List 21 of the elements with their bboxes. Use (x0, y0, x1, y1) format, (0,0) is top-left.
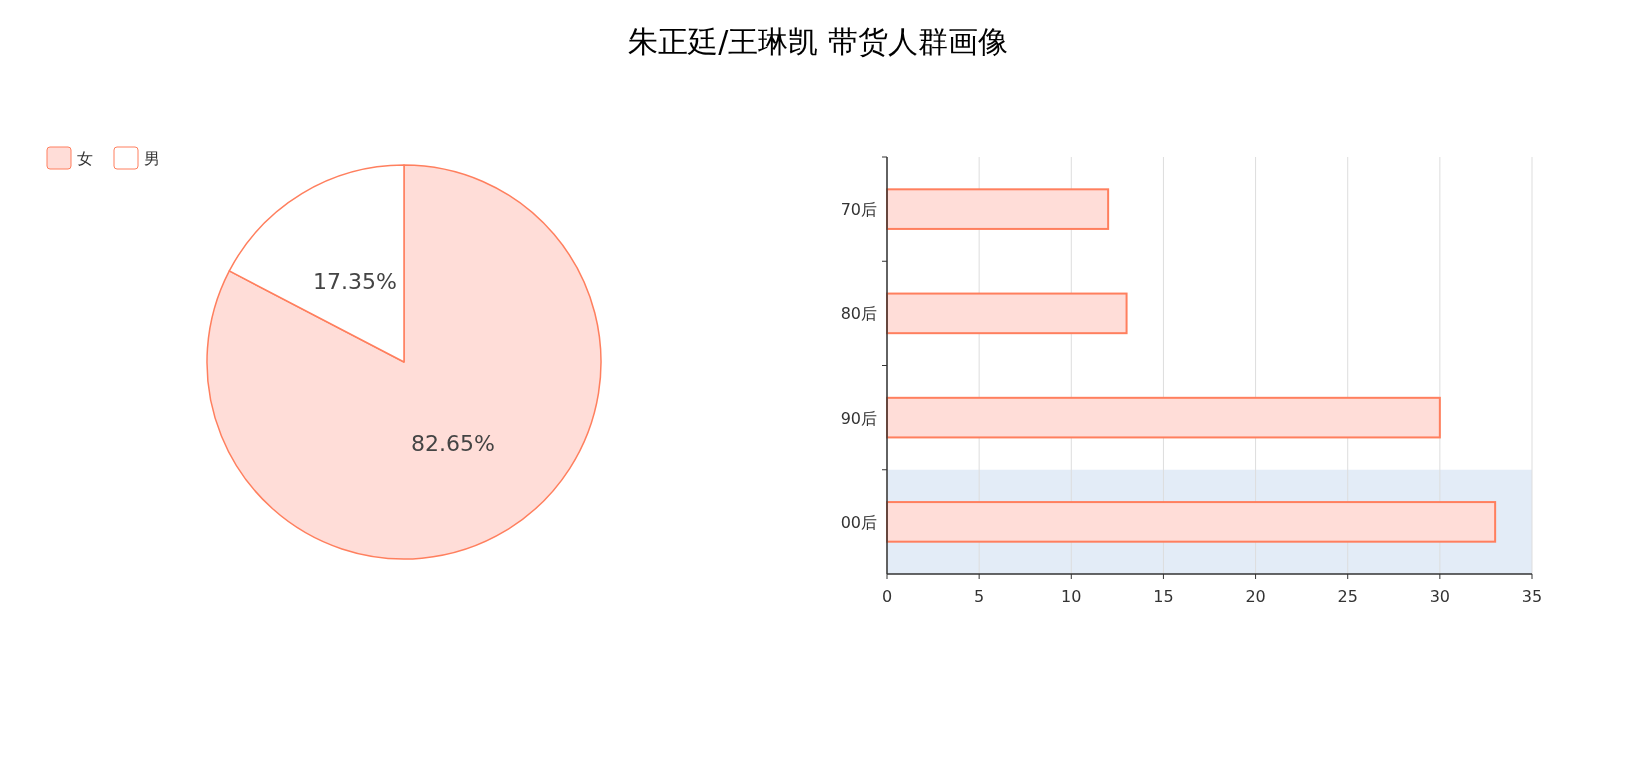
x-tick-label: 25 (1337, 587, 1358, 606)
x-tick-label: 10 (1061, 587, 1082, 606)
legend-label: 男 (144, 149, 160, 168)
x-tick-label: 5 (974, 587, 985, 606)
y-tick-label: 80后 (840, 304, 877, 324)
data-label: 82.65% (411, 430, 495, 456)
legend-label: 女 (77, 149, 93, 168)
data-label: 17.35% (313, 269, 397, 295)
bar (886, 396, 1441, 439)
x-tick-label: 0 (881, 587, 893, 606)
x-tick-label: 30 (1429, 587, 1451, 606)
y-tick-label: 00后 (840, 512, 877, 532)
bar (886, 188, 1110, 230)
x-tick-label: 15 (1153, 587, 1174, 606)
bar (886, 292, 1128, 335)
x-tick-label: 20 (1245, 587, 1266, 606)
y-tick-label: 90后 (840, 408, 877, 428)
y-tick-label: 70后 (840, 200, 877, 220)
pie-slice (206, 164, 602, 560)
x-tick-label: 35 (1521, 587, 1543, 606)
text: 朱正廷/王琳凯 带货人群画像 (628, 24, 1008, 59)
